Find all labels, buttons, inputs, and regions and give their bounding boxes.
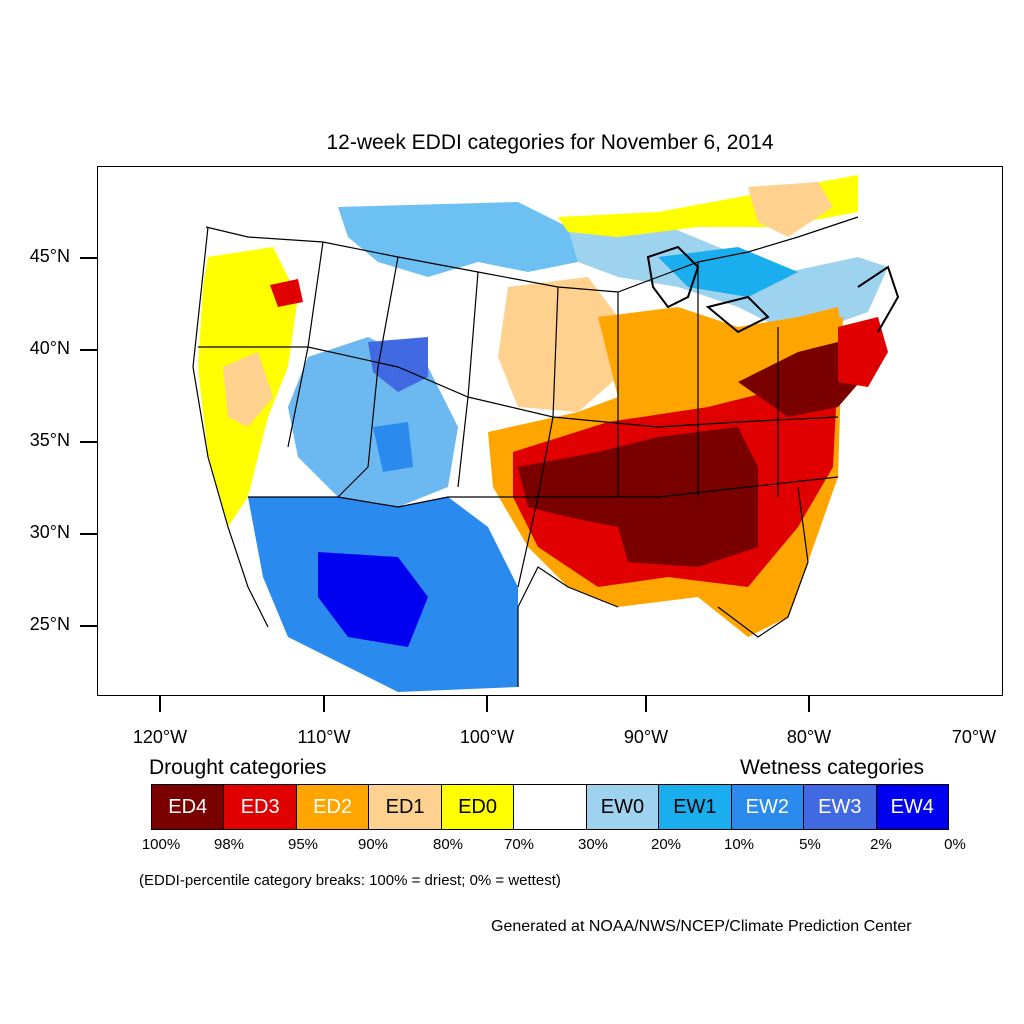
dry-region-canada-orange [748, 182, 833, 237]
dry-region-oregon-hotspot [270, 279, 303, 307]
percent-break-label: 30% [577, 836, 609, 853]
lat-label-45n: 45°N [29, 246, 70, 266]
category-breaks-note: (EDDI-percentile category breaks: 100% =… [139, 872, 561, 889]
lat-tick-40n [80, 349, 97, 351]
lon-tick-90w [645, 696, 647, 712]
legend-cell-ed1: ED1 [369, 785, 442, 829]
percent-break-label: 95% [287, 836, 319, 853]
legend-cell-ew1: EW1 [659, 785, 732, 829]
lon-label-90w: 90°W [623, 727, 669, 747]
lat-label-40n: 40°N [29, 338, 70, 358]
percent-break-label: 0% [944, 836, 966, 853]
lon-label-110w: 110°W [297, 727, 351, 747]
percent-break-label: 20% [650, 836, 682, 853]
legend-cell-ed0: ED0 [441, 785, 515, 829]
percent-break-label: 10% [723, 836, 755, 853]
dry-region-plains-yellow [498, 277, 618, 412]
percent-break-label: 98% [213, 836, 245, 853]
lon-label-70w: 70°W [951, 727, 997, 747]
percent-break-label: 100% [141, 836, 181, 853]
boundary-lines [192, 216, 859, 687]
drought-heading: Drought categories [149, 756, 327, 779]
source-credit: Generated at NOAA/NWS/NCEP/Climate Predi… [491, 918, 912, 935]
map-title: 12-week EDDI categories for November 6, … [326, 131, 774, 154]
legend-cell-ew2: EW2 [731, 785, 805, 829]
lat-tick-25n [80, 625, 97, 627]
wet-region-rockies-2 [373, 422, 413, 472]
legend-color-bar: ED4 ED3 ED2 ED1 ED0 EW0 EW1 EW2 EW3 EW4 [151, 784, 949, 830]
lon-tick-80w [808, 696, 810, 712]
lon-label-120w: 120°W [132, 727, 188, 747]
lat-label-25n: 25°N [29, 614, 70, 634]
percent-break-label: 90% [357, 836, 389, 853]
lat-label-35n: 35°N [29, 430, 70, 450]
wetness-heading: Wetness categories [740, 756, 925, 779]
legend-cell-ew4: EW4 [876, 785, 948, 829]
lat-tick-35n [80, 441, 97, 443]
lat-label-30n: 30°N [29, 522, 70, 542]
lon-label-100w: 100°W [459, 727, 515, 747]
coastline [646, 245, 900, 334]
wet-region-rockies [368, 337, 428, 392]
legend-cell-neutral [514, 785, 587, 829]
percent-break-label: 70% [503, 836, 535, 853]
legend-cell-ew0: EW0 [586, 785, 660, 829]
lon-tick-110w [323, 696, 325, 712]
percent-break-label: 80% [432, 836, 464, 853]
lat-tick-30n [80, 533, 97, 535]
wet-region-mexico-core [318, 552, 428, 647]
legend-cell-ed2: ED2 [296, 785, 370, 829]
lat-tick-45n [80, 257, 97, 259]
percent-break-label: 2% [870, 836, 892, 853]
lon-tick-120w [159, 696, 161, 712]
dry-region-west-coast-orange [223, 352, 273, 427]
lon-label-80w: 80°W [786, 727, 832, 747]
legend-cell-ed4: ED4 [152, 785, 225, 829]
dry-region-ed3-northeast [838, 317, 888, 387]
percent-break-label: 5% [799, 836, 821, 853]
lon-tick-100w [486, 696, 488, 712]
legend-cell-ed3: ED3 [224, 785, 297, 829]
eddi-map [97, 166, 1003, 696]
legend-cell-ew3: EW3 [804, 785, 877, 829]
